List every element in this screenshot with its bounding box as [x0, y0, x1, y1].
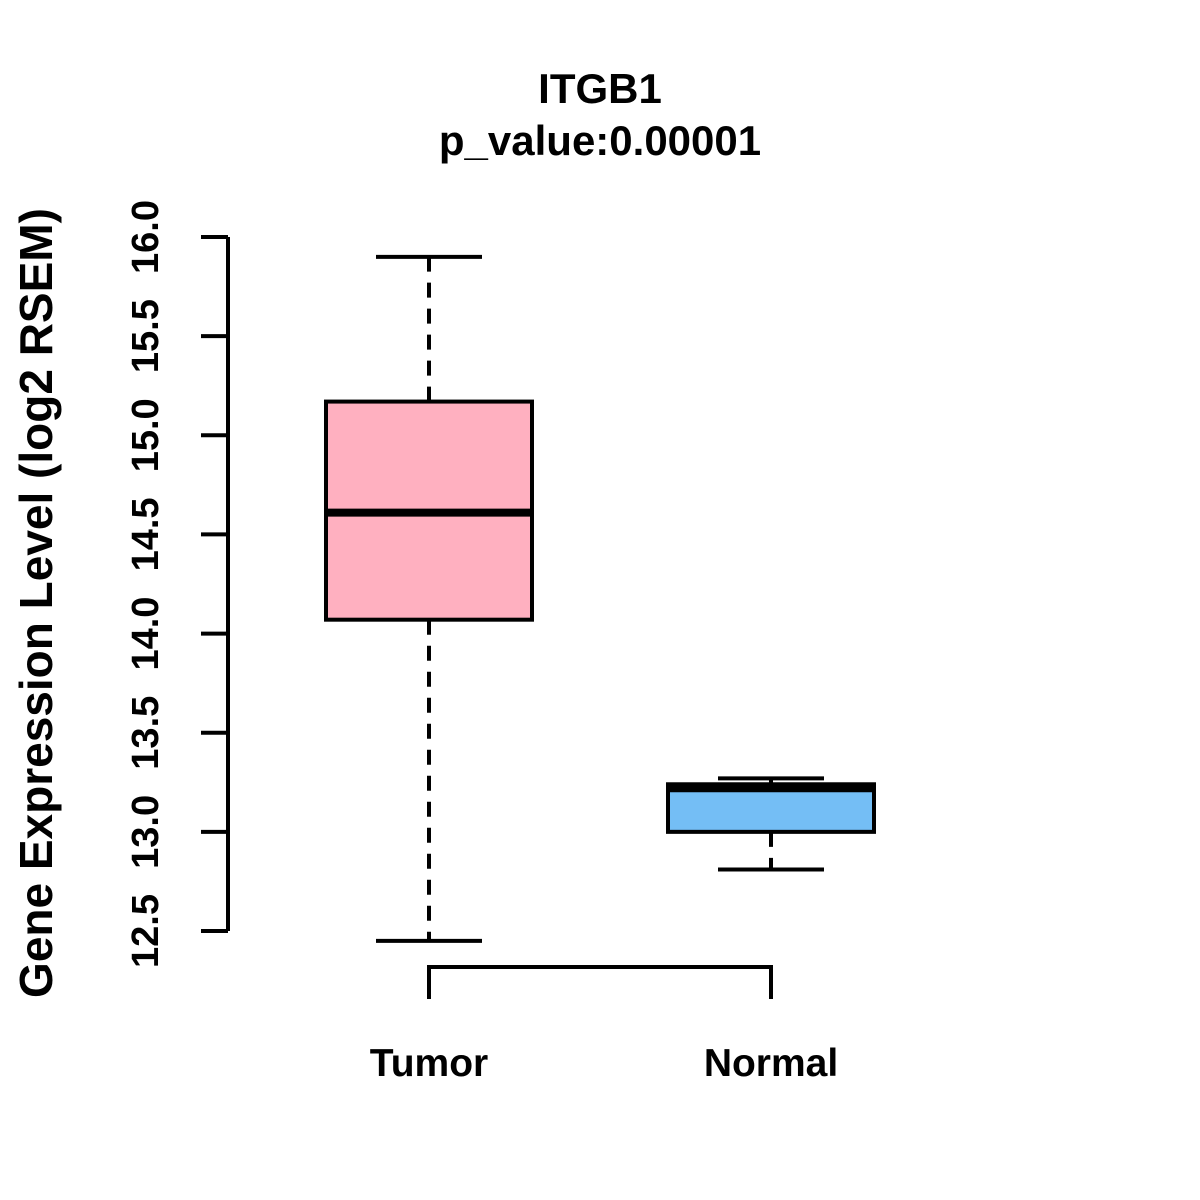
y-axis-tick-label: 15.5 [125, 299, 167, 373]
x-axis-bracket [427, 965, 773, 999]
y-axis-tick-label: 14.0 [125, 597, 167, 671]
y-axis-tick-label: 13.5 [125, 696, 167, 770]
y-axis-tick-label: 15.0 [125, 398, 167, 472]
x-axis-label-normal: Normal [704, 1042, 838, 1085]
x-axis-label-tumor: Tumor [370, 1042, 488, 1085]
y-axis-tick-label: 16.0 [125, 200, 167, 274]
y-axis-tick-label: 13.0 [125, 795, 167, 869]
y-axis-tick-label: 14.5 [125, 497, 167, 571]
y-axis-tick-label: 12.5 [125, 894, 167, 968]
chart-subtitle: p_value:0.00001 [438, 117, 762, 164]
chart-title: ITGB1 [538, 65, 662, 112]
